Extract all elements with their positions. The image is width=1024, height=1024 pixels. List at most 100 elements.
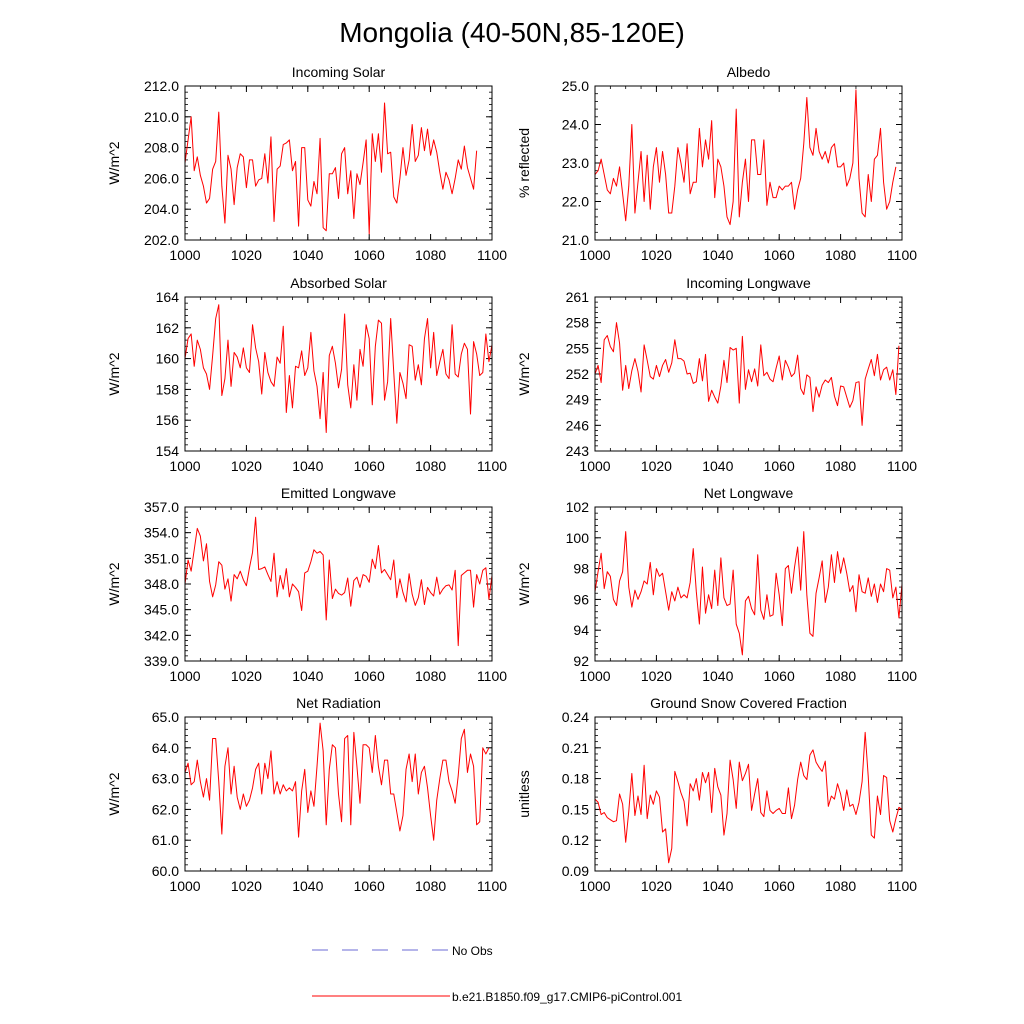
y-axis-label: W/m^2 <box>106 562 122 605</box>
series-line <box>594 322 900 426</box>
y-tick-label: 156 <box>156 412 180 428</box>
y-tick-label: 25.0 <box>562 78 589 94</box>
panel-absorbed-solar: Absorbed Solar W/m^2 1000 1020 1040 1060 1080 1… <box>106 275 507 474</box>
y-tick-label: 64.0 <box>152 740 179 756</box>
x-tick-label: 1080 <box>825 668 856 684</box>
x-tick-label: 1000 <box>579 668 610 684</box>
y-tick-label: 206.0 <box>144 170 179 186</box>
y-tick-label: 252 <box>566 366 590 382</box>
x-tick-label: 1060 <box>354 878 385 894</box>
x-tick-label: 1040 <box>702 878 733 894</box>
x-tick-label: 1000 <box>579 247 610 263</box>
x-tick-label: 1040 <box>292 458 323 474</box>
y-axis-label: W/m^2 <box>516 352 532 395</box>
x-tick-label: 1040 <box>702 458 733 474</box>
panel-title: Emitted Longwave <box>281 485 396 501</box>
y-tick-label: 354.0 <box>144 525 179 541</box>
legend-label: No Obs <box>452 944 493 958</box>
panel-title: Net Longwave <box>704 485 794 501</box>
y-tick-label: 0.24 <box>562 709 589 725</box>
x-tick-label: 1020 <box>641 458 672 474</box>
y-tick-label: 23.0 <box>562 155 589 171</box>
y-tick-label: 158 <box>156 381 180 397</box>
series-line <box>184 722 490 841</box>
x-tick-label: 1080 <box>415 668 446 684</box>
y-tick-label: 0.21 <box>562 740 589 756</box>
y-tick-label: 342.0 <box>144 627 179 643</box>
y-tick-label: 261 <box>566 289 590 305</box>
y-tick-label: 94 <box>573 622 589 638</box>
y-tick-label: 162 <box>156 320 180 336</box>
y-tick-label: 339.0 <box>144 653 179 669</box>
x-tick-label: 1060 <box>764 247 795 263</box>
x-tick-label: 1100 <box>477 247 507 263</box>
panel-ground-snow-covered-fraction: Ground Snow Covered Fraction unitless 1000… <box>516 695 917 894</box>
x-tick-label: 1060 <box>354 247 385 263</box>
panel-title: Absorbed Solar <box>290 275 387 291</box>
x-tick-label: 1100 <box>477 878 507 894</box>
x-tick-label: 1100 <box>887 668 917 684</box>
y-tick-label: 0.09 <box>562 863 589 879</box>
y-tick-label: 204.0 <box>144 201 179 217</box>
y-tick-label: 255 <box>566 340 590 356</box>
panel-net-longwave: Net Longwave W/m^2 1000 1020 1040 1060 1080 110… <box>516 485 917 684</box>
plot-frame <box>594 506 903 662</box>
y-tick-label: 208.0 <box>144 140 179 156</box>
series-line <box>184 304 493 434</box>
series-line <box>184 516 493 647</box>
series-line <box>594 89 897 226</box>
y-tick-label: 98 <box>573 561 589 577</box>
x-tick-label: 1020 <box>231 458 262 474</box>
x-tick-label: 1060 <box>764 668 795 684</box>
panel-title: Incoming Longwave <box>686 275 811 291</box>
y-axis-label: W/m^2 <box>106 352 122 395</box>
x-tick-label: 1100 <box>887 878 917 894</box>
y-tick-label: 246 <box>566 417 590 433</box>
y-tick-label: 63.0 <box>152 771 179 787</box>
y-tick-label: 0.15 <box>562 801 589 817</box>
panel-emitted-longwave: Emitted Longwave W/m^2 1000 1020 1040 1060 108… <box>106 485 507 684</box>
x-tick-label: 1080 <box>825 878 856 894</box>
x-tick-label: 1060 <box>764 878 795 894</box>
y-tick-label: 61.0 <box>152 832 179 848</box>
x-tick-label: 1000 <box>169 247 200 263</box>
plot-frame <box>184 506 493 662</box>
x-tick-label: 1080 <box>415 878 446 894</box>
chart-panels: Incoming Solar W/m^2 1000 1020 1040 1060 1080 1… <box>106 64 917 894</box>
x-tick-label: 1040 <box>702 668 733 684</box>
plot-frame <box>184 85 493 241</box>
y-tick-label: 348.0 <box>144 576 179 592</box>
y-axis-label: W/m^2 <box>106 772 122 815</box>
series-line <box>594 731 903 864</box>
y-tick-label: 249 <box>566 392 590 408</box>
y-tick-label: 21.0 <box>562 232 589 248</box>
y-tick-label: 243 <box>566 443 590 459</box>
y-tick-label: 22.0 <box>562 194 589 210</box>
legend-label: b.e21.B1850.f09_g17.CMIP6-piControl.001 <box>452 990 682 1004</box>
y-tick-label: 102 <box>566 499 590 515</box>
x-tick-label: 1060 <box>354 668 385 684</box>
plot-frame <box>594 85 903 241</box>
y-axis-label: W/m^2 <box>516 562 532 605</box>
x-tick-label: 1000 <box>579 878 610 894</box>
panel-title: Incoming Solar <box>292 64 386 80</box>
y-tick-label: 0.18 <box>562 771 589 787</box>
x-tick-label: 1000 <box>579 458 610 474</box>
x-tick-label: 1000 <box>169 458 200 474</box>
x-tick-label: 1060 <box>354 458 385 474</box>
series-line <box>594 531 903 656</box>
x-tick-label: 1020 <box>231 878 262 894</box>
legend: No Obs b.e21.B1850.f09_g17.CMIP6-piContro… <box>312 944 682 1004</box>
x-tick-label: 1080 <box>825 458 856 474</box>
y-axis-label: W/m^2 <box>106 141 122 184</box>
x-tick-label: 1040 <box>702 247 733 263</box>
y-tick-label: 210.0 <box>144 109 179 125</box>
panel-albedo: Albedo % reflected 1000 1020 1040 1060 1080 110… <box>516 64 917 263</box>
y-tick-label: 24.0 <box>562 117 589 133</box>
figure-title: Mongolia (40-50N,85-120E) <box>339 17 685 48</box>
plot-frame <box>184 296 493 452</box>
y-tick-label: 357.0 <box>144 499 179 515</box>
plot-frame <box>184 716 493 872</box>
y-tick-label: 92 <box>573 653 589 669</box>
